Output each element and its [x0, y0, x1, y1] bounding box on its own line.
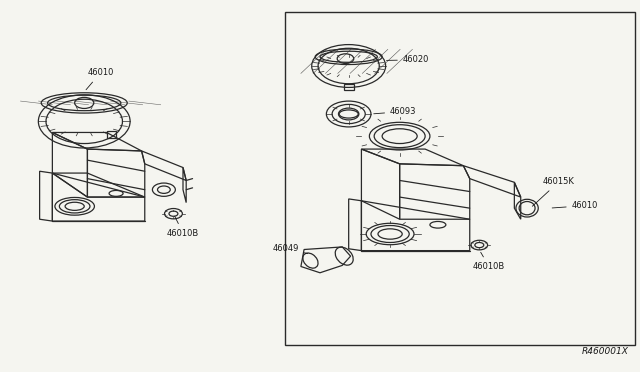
Text: 46015K: 46015K	[532, 177, 575, 206]
Text: 46020: 46020	[387, 55, 429, 64]
Text: 46093: 46093	[374, 107, 417, 116]
Text: 46010: 46010	[86, 68, 114, 90]
Text: 46049: 46049	[272, 244, 308, 254]
Text: 46010B: 46010B	[167, 216, 199, 238]
Text: R460001X: R460001X	[582, 347, 629, 356]
Text: 46010: 46010	[552, 201, 598, 210]
Bar	[285, 13, 636, 345]
Text: 46010B: 46010B	[473, 252, 505, 271]
